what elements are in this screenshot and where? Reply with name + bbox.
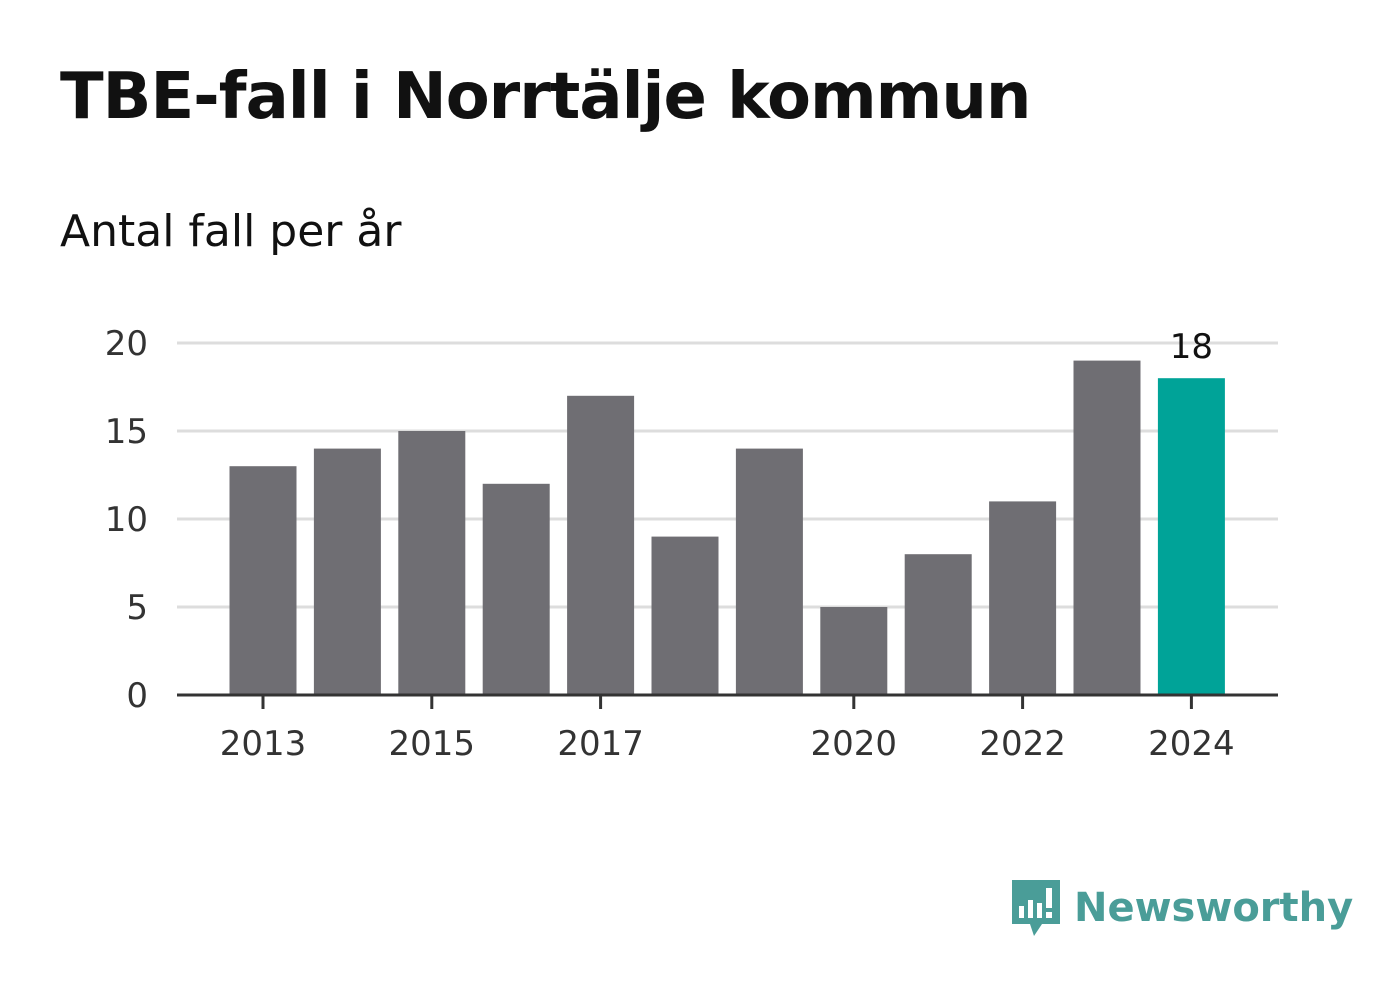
brand-name: Newsworthy (1074, 885, 1354, 931)
data-labels: 18 (1170, 327, 1213, 367)
bar-chart: 0 5 10 15 20 2013 2015 2017 2020 2022 2024 18 (105, 324, 1278, 764)
x-tick-label: 2015 (389, 724, 476, 764)
x-axis (177, 693, 1278, 709)
x-tick-label: 2024 (1148, 724, 1235, 764)
x-tick-label: 2013 (220, 724, 307, 764)
bar-2013 (229, 466, 297, 695)
y-tick-label: 15 (105, 412, 148, 452)
bar-2021 (904, 554, 972, 695)
bar-2014 (313, 448, 381, 695)
y-tick-label: 0 (126, 676, 148, 716)
x-tick-label: 2017 (557, 724, 644, 764)
x-tick-labels: 2013 2015 2017 2020 2022 2024 (220, 724, 1235, 764)
y-tick-label: 20 (105, 324, 148, 364)
bar-2020 (820, 607, 888, 695)
bar-2015 (398, 431, 466, 695)
bar-2022 (989, 501, 1057, 695)
chart-subtitle: Antal fall per år (60, 206, 402, 257)
bar-2016 (482, 483, 550, 695)
newsworthy-logo-icon (1012, 880, 1060, 936)
bar-2018 (651, 536, 719, 695)
x-tick-label: 2022 (979, 724, 1066, 764)
bar-2024 (1157, 378, 1225, 695)
x-tick-label: 2020 (811, 724, 898, 764)
y-tick-label: 5 (126, 588, 148, 628)
y-tick-label: 10 (105, 500, 148, 540)
bar-2017 (567, 395, 635, 695)
bars (229, 360, 1225, 695)
bar-2023 (1073, 360, 1141, 695)
chart-title: TBE-fall i Norrtälje kommun (60, 60, 1031, 134)
data-label: 18 (1170, 327, 1213, 367)
brand-logo: Newsworthy (1010, 878, 1353, 938)
y-tick-labels: 0 5 10 15 20 (105, 324, 148, 716)
bar-2019 (735, 448, 803, 695)
